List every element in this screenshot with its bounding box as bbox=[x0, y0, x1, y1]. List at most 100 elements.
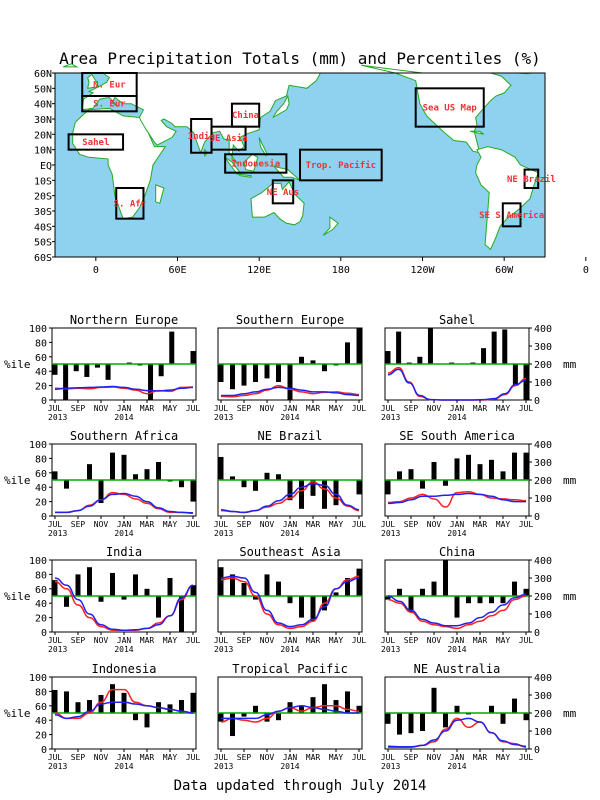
percentile-bar bbox=[218, 713, 224, 722]
x-tick-label: JUL bbox=[352, 520, 367, 529]
percentile-bar bbox=[385, 480, 391, 495]
percentile-bar bbox=[322, 684, 327, 713]
lon-tick-label: 60E bbox=[168, 265, 186, 276]
percentile-bar bbox=[333, 480, 339, 506]
y2-tick-label: 300 bbox=[534, 458, 552, 469]
percentile-bar bbox=[408, 713, 414, 734]
percentile-bar bbox=[287, 596, 293, 604]
percentile-bar bbox=[64, 596, 69, 607]
region-box bbox=[210, 125, 247, 151]
y-tick-label: 20 bbox=[35, 382, 47, 393]
region-label: China bbox=[232, 110, 259, 121]
x-tick-label: JUL bbox=[186, 753, 201, 762]
percentile-bar bbox=[481, 348, 487, 364]
percentile-bar bbox=[310, 480, 316, 496]
percentile-bar bbox=[253, 364, 258, 382]
x-tick-label: JAN bbox=[450, 636, 465, 645]
y2-tick-label: 300 bbox=[534, 574, 552, 585]
percentile-bar bbox=[64, 480, 69, 489]
region-box bbox=[224, 153, 288, 174]
region-box bbox=[115, 187, 145, 220]
percentile-bar bbox=[276, 581, 281, 596]
year-label: 2014 bbox=[447, 645, 466, 654]
landmass bbox=[272, 94, 290, 118]
percentile-bar bbox=[454, 705, 460, 713]
landmass bbox=[63, 63, 79, 68]
percentile-bar bbox=[52, 580, 58, 596]
x-tick-label: JUL bbox=[519, 753, 534, 762]
percentile-bar bbox=[133, 713, 138, 721]
percentile-bar bbox=[253, 705, 258, 713]
percentile-bar bbox=[466, 596, 471, 604]
year-label: 2013 bbox=[214, 529, 233, 538]
percentile-bar bbox=[98, 480, 104, 504]
panel-title: China bbox=[439, 545, 475, 559]
x-tick-label: SEP bbox=[71, 636, 86, 645]
figure-title: Area Precipitation Totals (mm) and Perce… bbox=[59, 49, 541, 68]
x-tick-label: MAY bbox=[496, 753, 511, 762]
x-tick-label: JUL bbox=[214, 636, 229, 645]
percentile-bar bbox=[75, 702, 81, 713]
y2-tick-label: 300 bbox=[534, 691, 552, 702]
percentile-bar bbox=[169, 331, 175, 364]
x-tick-label: NOV bbox=[260, 753, 275, 762]
x-tick-label: MAY bbox=[329, 636, 344, 645]
y-tick-label: 80 bbox=[35, 687, 47, 698]
percentile-bar bbox=[264, 574, 270, 596]
percentile-bar bbox=[356, 328, 362, 364]
region-box bbox=[271, 179, 295, 205]
x-tick-label: MAY bbox=[496, 636, 511, 645]
x-tick-label: JUL bbox=[352, 636, 367, 645]
percentile-bar bbox=[454, 458, 460, 480]
panel-title: NE Brazil bbox=[257, 429, 322, 443]
x-tick-label: MAY bbox=[329, 753, 344, 762]
x-tick-label: MAY bbox=[163, 636, 178, 645]
y-tick-label: 80 bbox=[35, 338, 47, 349]
x-tick-label: NOV bbox=[94, 636, 109, 645]
x-tick-label: JUL bbox=[381, 404, 396, 413]
landmass bbox=[322, 216, 339, 236]
y2-tick-label: 200 bbox=[534, 360, 552, 371]
year-label: 2014 bbox=[280, 413, 299, 422]
y-tick-label: 60 bbox=[35, 585, 47, 596]
region-label: Sahel bbox=[82, 138, 109, 148]
total-line bbox=[387, 490, 527, 508]
year-label: 2014 bbox=[114, 645, 133, 654]
percentile-bar bbox=[52, 364, 58, 375]
percentile-bar bbox=[454, 596, 460, 618]
percentile-bar bbox=[512, 452, 517, 480]
year-label: 2014 bbox=[114, 762, 133, 771]
x-tick-label: SEP bbox=[237, 753, 252, 762]
percentile-bar bbox=[310, 360, 316, 364]
percentile-bar bbox=[144, 713, 150, 728]
percentile-bar bbox=[64, 691, 69, 713]
percentile-bar bbox=[523, 588, 529, 596]
y2-tick-label: 0 bbox=[534, 396, 540, 407]
x-tick-label: SEP bbox=[71, 520, 86, 529]
x-tick-label: MAR bbox=[473, 520, 488, 529]
percentile-bar bbox=[356, 705, 362, 713]
percentile-bar bbox=[420, 713, 425, 731]
landmass bbox=[87, 73, 100, 89]
x-tick-label: JAN bbox=[117, 636, 132, 645]
x-tick-label: NOV bbox=[94, 753, 109, 762]
year-label: 2013 bbox=[48, 645, 67, 654]
x-tick-label: MAY bbox=[496, 404, 511, 413]
percentile-bar bbox=[420, 588, 425, 596]
percentile-bar bbox=[523, 713, 529, 721]
y-tick-label: 40 bbox=[35, 599, 47, 610]
x-tick-label: JAN bbox=[450, 753, 465, 762]
total-line bbox=[387, 595, 527, 630]
y-tick-label: 40 bbox=[35, 367, 47, 378]
x-tick-label: JUL bbox=[519, 404, 534, 413]
landmass bbox=[469, 130, 485, 135]
x-tick-label: NOV bbox=[427, 404, 442, 413]
year-label: 2014 bbox=[114, 413, 133, 422]
percentile-bar bbox=[253, 596, 258, 600]
percentile-bar bbox=[397, 471, 402, 480]
x-tick-label: JAN bbox=[450, 404, 465, 413]
